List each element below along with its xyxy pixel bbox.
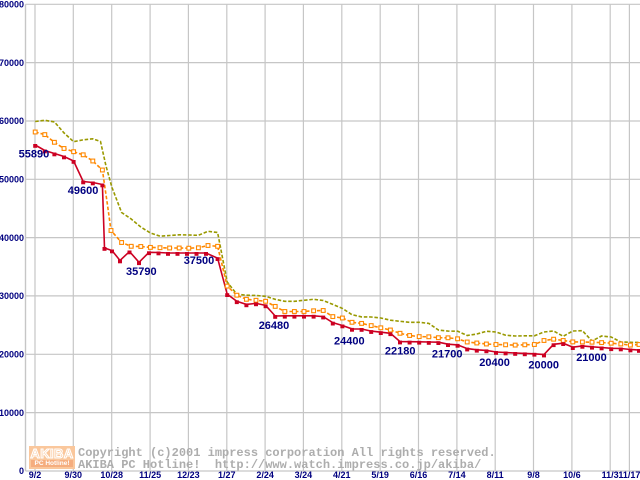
svg-text:37500: 37500 (184, 255, 215, 267)
svg-text:21700: 21700 (432, 349, 463, 361)
svg-text:24400: 24400 (334, 336, 365, 348)
svg-text:49600: 49600 (68, 185, 99, 197)
svg-text:11/3: 11/3 (602, 470, 619, 480)
svg-text:9/8: 9/8 (527, 470, 540, 480)
svg-text:30000: 30000 (0, 291, 24, 301)
svg-text:4/21: 4/21 (333, 470, 351, 480)
svg-text:8/11: 8/11 (487, 470, 504, 480)
svg-text:21000: 21000 (576, 352, 607, 364)
svg-text:60000: 60000 (0, 116, 24, 126)
svg-text:2/24: 2/24 (256, 470, 274, 480)
svg-text:35790: 35790 (126, 266, 157, 278)
svg-text:20400: 20400 (479, 357, 510, 369)
svg-text:10/28: 10/28 (100, 470, 123, 480)
svg-text:10000: 10000 (0, 408, 24, 418)
svg-text:80000: 80000 (0, 0, 24, 10)
svg-text:12/23: 12/23 (177, 470, 200, 480)
svg-text:40000: 40000 (0, 233, 24, 243)
svg-text:1/27: 1/27 (218, 470, 236, 480)
svg-text:20000: 20000 (528, 360, 559, 372)
svg-text:5/19: 5/19 (371, 470, 389, 480)
svg-text:0: 0 (19, 466, 24, 476)
svg-text:26480: 26480 (259, 320, 290, 332)
svg-text:20000: 20000 (0, 350, 24, 360)
svg-text:9/2: 9/2 (29, 470, 42, 480)
svg-text:3/24: 3/24 (295, 470, 313, 480)
svg-text:11/25: 11/25 (139, 470, 161, 480)
svg-text:9/30: 9/30 (65, 470, 83, 480)
svg-text:6/16: 6/16 (410, 470, 428, 480)
svg-text:55890: 55890 (19, 149, 50, 161)
svg-text:70000: 70000 (0, 58, 24, 68)
svg-text:7/14: 7/14 (448, 470, 466, 480)
svg-text:10/6: 10/6 (563, 470, 581, 480)
svg-text:22180: 22180 (385, 346, 416, 358)
svg-text:50000: 50000 (0, 175, 24, 185)
svg-text:11/17: 11/17 (618, 470, 640, 480)
